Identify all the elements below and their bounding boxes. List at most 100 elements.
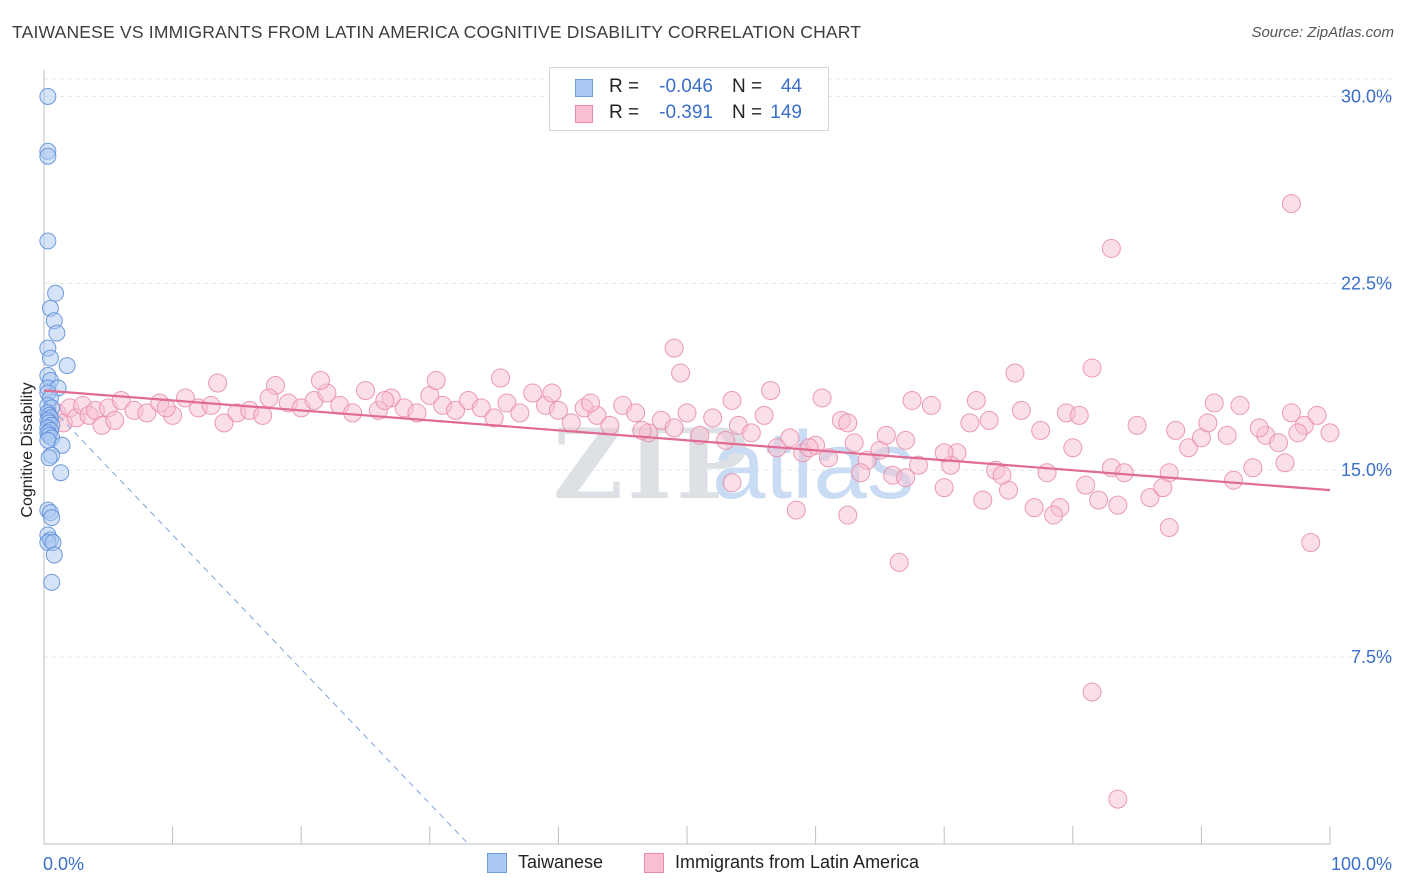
- latin-america-point: [1288, 423, 1308, 443]
- trend-lines: [43, 389, 1331, 845]
- latin-america-point: [1031, 420, 1051, 440]
- latin-america-point: [1249, 418, 1269, 438]
- legend-r-value: -0.046: [659, 76, 713, 97]
- legend-swatch-taiwanese: [575, 79, 593, 97]
- latin-america-point: [523, 383, 543, 403]
- latin-america-point: [671, 363, 691, 383]
- latin-america-point: [426, 371, 446, 391]
- latin-america-point: [214, 413, 234, 433]
- latin-america-point: [716, 430, 736, 450]
- x-tick-label-min: 0.0%: [43, 854, 84, 874]
- latin-america-point: [973, 490, 993, 510]
- latin-america-point: [934, 478, 954, 498]
- legend-row-taiwanese: R = -0.046 N = 44: [550, 75, 828, 101]
- legend-row-immigrants: R = -0.391 N = 149: [550, 101, 828, 127]
- latin-america-point: [838, 413, 858, 433]
- latin-america-point: [876, 425, 896, 445]
- legend-r-value: -0.391: [659, 102, 713, 123]
- legend-n-label: N =: [732, 76, 763, 97]
- correlation-legend: R = -0.046 N = 44 R = -0.391 N = 149: [549, 67, 829, 131]
- latin-america-point: [896, 468, 916, 488]
- latin-america-point: [799, 438, 819, 458]
- legend-label-taiwanese: Taiwanese: [518, 852, 604, 872]
- taiwanese-point: [43, 573, 61, 591]
- latin-america-point: [979, 410, 999, 430]
- latin-america-point: [208, 373, 228, 393]
- latin-america-point: [1217, 425, 1237, 445]
- legend-n-value: 44: [780, 76, 802, 97]
- latin-america-point: [491, 368, 511, 388]
- latin-america-point: [471, 398, 491, 418]
- taiwanese-point: [53, 436, 71, 454]
- legend-n-label: N =: [732, 102, 763, 123]
- latin-america-point: [966, 390, 986, 410]
- latin-america-point: [356, 380, 375, 400]
- latin-america-point: [1127, 415, 1147, 435]
- legend-r-label: R =: [609, 102, 640, 123]
- latin-america-point: [741, 423, 761, 443]
- taiwanese-point: [41, 349, 59, 367]
- latin-america-point: [137, 403, 157, 423]
- latin-america-point: [1230, 395, 1250, 415]
- latin-america-point: [1166, 420, 1186, 440]
- latin-america-point: [1204, 393, 1224, 413]
- trend-line-taiwanese: [43, 400, 469, 845]
- latin-america-point: [1275, 453, 1295, 473]
- latin-america-point: [889, 552, 909, 572]
- latin-america-point: [838, 505, 858, 525]
- taiwanese-point: [43, 509, 61, 527]
- latin-america-point: [497, 393, 517, 413]
- latin-america-point: [1089, 490, 1109, 510]
- taiwanese-point: [45, 546, 63, 564]
- latin-america-point: [1037, 463, 1057, 483]
- taiwanese-point: [58, 357, 76, 375]
- latin-america-point: [510, 403, 530, 423]
- latin-america-point: [1320, 423, 1340, 443]
- latin-america-point: [1269, 433, 1289, 453]
- legend-swatch-taiwanese: [487, 853, 507, 873]
- legend-label-immigrants: Immigrants from Latin America: [675, 852, 920, 872]
- latin-america-point: [690, 425, 710, 445]
- latin-america-point: [310, 371, 330, 391]
- latin-america-point: [934, 443, 954, 463]
- latin-america-point: [921, 395, 941, 415]
- y-axis-label-container: Cognitive Disability: [8, 300, 48, 600]
- latin-america-point: [105, 410, 125, 430]
- latin-america-point: [1108, 495, 1128, 515]
- latin-america-point: [1024, 498, 1044, 518]
- latin-america-point: [1044, 505, 1064, 525]
- latin-america-point: [1281, 194, 1301, 214]
- y-tick-label-3: 30.0%: [1341, 86, 1392, 106]
- latin-america-point: [902, 390, 922, 410]
- latin-america-point: [1063, 438, 1083, 458]
- taiwanese-point: [39, 87, 57, 105]
- latin-america-point: [581, 393, 601, 413]
- latin-america-point: [722, 390, 742, 410]
- latin-america-point: [626, 403, 646, 423]
- latin-america-point: [446, 400, 466, 420]
- latin-america-point: [960, 413, 980, 433]
- latin-america-point: [664, 418, 684, 438]
- latin-america-point: [761, 380, 781, 400]
- latin-america-point: [754, 405, 774, 425]
- latin-america-point: [1198, 413, 1218, 433]
- trend-line-latin-america: [43, 389, 1331, 492]
- latin-america-point: [908, 455, 928, 475]
- x-tick-label-max: 100.0%: [1331, 854, 1392, 874]
- latin-america-point: [1224, 470, 1244, 490]
- taiwanese-point: [39, 232, 57, 250]
- latin-america-point: [542, 383, 562, 403]
- y-tick-label-1: 15.0%: [1341, 460, 1392, 480]
- taiwanese-point: [39, 147, 57, 165]
- latin-america-point: [632, 420, 652, 440]
- taiwanese-point: [40, 449, 58, 467]
- taiwanese-point: [48, 324, 66, 342]
- latin-america-point: [992, 465, 1012, 485]
- latin-america-point: [1159, 518, 1179, 538]
- latin-america-point: [600, 415, 620, 435]
- latin-america-point: [896, 430, 916, 450]
- y-tick-label-2: 22.5%: [1341, 273, 1392, 293]
- latin-america-point: [201, 395, 221, 415]
- latin-america-point: [1243, 458, 1263, 478]
- latin-america-point: [1101, 238, 1121, 258]
